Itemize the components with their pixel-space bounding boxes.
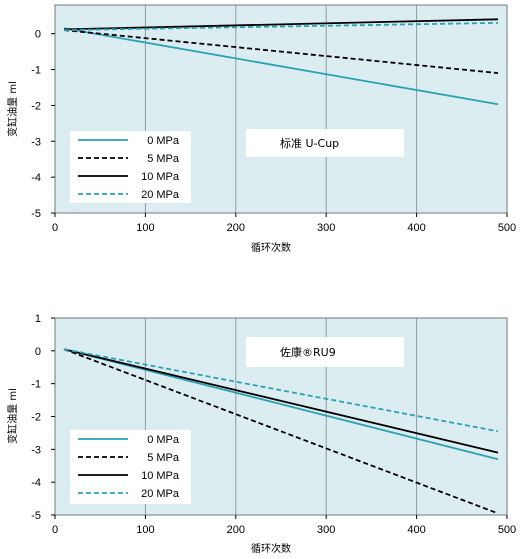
y-tick-label: -2 — [31, 100, 41, 112]
x-axis-label: 循环次数 — [251, 542, 291, 555]
x-tick-label: 400 — [407, 222, 425, 234]
series-line-20-mpa — [63, 348, 499, 433]
annotation-label: 标准 U-Cup — [280, 136, 339, 150]
legend-box — [70, 430, 191, 504]
chart-1: 0 -1 -2 -3 -4 -5 0 100 200 300 400 500 循环次数 变缸油量 ml 0 … — [6, 4, 516, 254]
legend-label: 20 MPa — [141, 488, 180, 500]
x-tick-label: 100 — [136, 524, 154, 536]
series-line-0-mpa — [63, 27, 499, 106]
series-line-5-mpa — [63, 29, 499, 74]
annotation-box — [246, 129, 404, 157]
y-tick-label: -5 — [31, 510, 41, 522]
series-line-0-mpa — [63, 348, 499, 461]
x-tick-label: 100 — [136, 222, 154, 234]
legend-label: 20 MPa — [141, 189, 180, 201]
chart-2: 1 0 -1 -2 -3 -4 -5 0 100 200 300 400 500 循环次数 变缸油量 ml 0… — [6, 313, 516, 555]
x-tick-label: 300 — [317, 524, 335, 536]
x-tick-label: 400 — [407, 524, 425, 536]
x-tick-label: 500 — [498, 222, 516, 234]
y-tick-label: -3 — [31, 444, 41, 456]
x-tick-label: 200 — [227, 222, 245, 234]
x-tick-label: 0 — [52, 222, 58, 234]
y-tick-label: -2 — [31, 412, 41, 424]
y-tick-label: -4 — [31, 172, 41, 184]
y-axis-label: 变缸油量 ml — [6, 81, 19, 137]
legend-label: 0 MPa — [147, 135, 180, 147]
series-line-10-mpa — [63, 348, 499, 454]
legend-label: 0 MPa — [147, 434, 180, 446]
x-tick-label: 0 — [52, 524, 58, 536]
y-tick-label: 1 — [35, 313, 41, 325]
y-axis-label: 变缸油量 ml — [6, 388, 19, 444]
annotation-label: 佐康®RU9 — [280, 345, 336, 359]
y-tick-label: -5 — [31, 208, 41, 220]
x-axis-label: 循环次数 — [251, 241, 291, 254]
series-line-10-mpa — [63, 18, 499, 31]
y-tick-label: -3 — [31, 136, 41, 148]
y-tick-label: -4 — [31, 477, 41, 489]
legend-box — [70, 131, 191, 203]
legend: 0 MPa 5 MPa 10 MPa 20 MPa — [70, 131, 191, 203]
x-tick-label: 300 — [317, 222, 335, 234]
annotation-box — [246, 337, 404, 367]
y-tick-label: -1 — [31, 379, 41, 391]
x-tick-label: 500 — [498, 524, 516, 536]
y-tick-label: 0 — [35, 346, 41, 358]
legend-label: 5 MPa — [147, 153, 180, 165]
series-line-5-mpa — [63, 348, 499, 515]
legend-label: 10 MPa — [141, 470, 180, 482]
y-tick-label: 0 — [35, 29, 41, 41]
legend-label: 10 MPa — [141, 171, 180, 183]
plot-frame — [54, 4, 508, 214]
legend-label: 5 MPa — [147, 452, 180, 464]
y-tick-label: -1 — [31, 65, 41, 77]
series-line-20-mpa — [63, 22, 499, 31]
legend: 0 MPa 5 MPa 10 MPa 20 MPa — [70, 430, 191, 504]
x-tick-label: 200 — [227, 524, 245, 536]
